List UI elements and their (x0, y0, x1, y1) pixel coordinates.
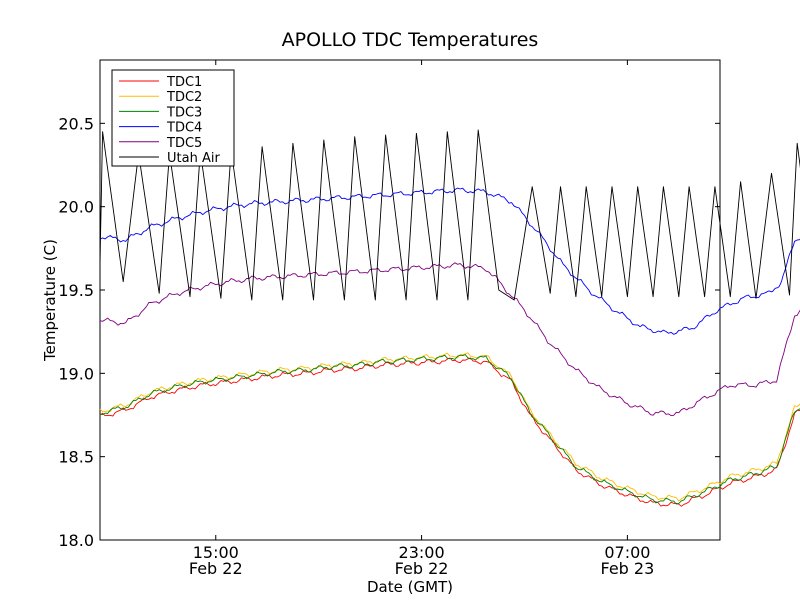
x-tick-label-time: 15:00 (193, 543, 239, 562)
series-line-tdc1 (99, 357, 800, 507)
series-line-tdc4 (99, 187, 800, 335)
y-tick-label: 20.0 (58, 198, 94, 217)
y-tick-label: 19.5 (58, 281, 94, 300)
y-tick-label: 18.0 (58, 531, 94, 550)
legend-label-utah-air: Utah Air (167, 151, 220, 166)
chart-title: APOLLO TDC Temperatures (282, 29, 539, 51)
x-tick-label-date: Feb 22 (189, 559, 243, 578)
x-tick-label-time: 23:00 (399, 543, 445, 562)
x-axis-label: Date (GMT) (367, 578, 453, 596)
legend-label-tdc3: TDC3 (166, 105, 202, 120)
legend-box (111, 69, 235, 167)
y-axis-label: Temperature (C) (41, 239, 59, 362)
x-tick-label-date: Feb 23 (600, 559, 654, 578)
legend-label-tdc1: TDC1 (166, 75, 202, 90)
series-line-tdc5 (99, 262, 800, 417)
series-group (99, 129, 800, 507)
y-tick-label: 20.5 (58, 114, 94, 133)
legend-label-tdc5: TDC5 (166, 136, 202, 151)
series-line-tdc2 (99, 352, 800, 502)
series-line-utah-air (99, 129, 800, 301)
plot-area (99, 59, 721, 541)
x-tick-label-date: Feb 22 (395, 559, 449, 578)
y-tick-label: 18.5 (58, 448, 94, 467)
legend-label-tdc4: TDC4 (166, 121, 202, 136)
legend-label-tdc2: TDC2 (166, 90, 202, 105)
x-tick-label-time: 07:00 (604, 543, 650, 562)
series-line-tdc3 (99, 354, 800, 505)
y-tick-label: 19.0 (58, 364, 94, 383)
